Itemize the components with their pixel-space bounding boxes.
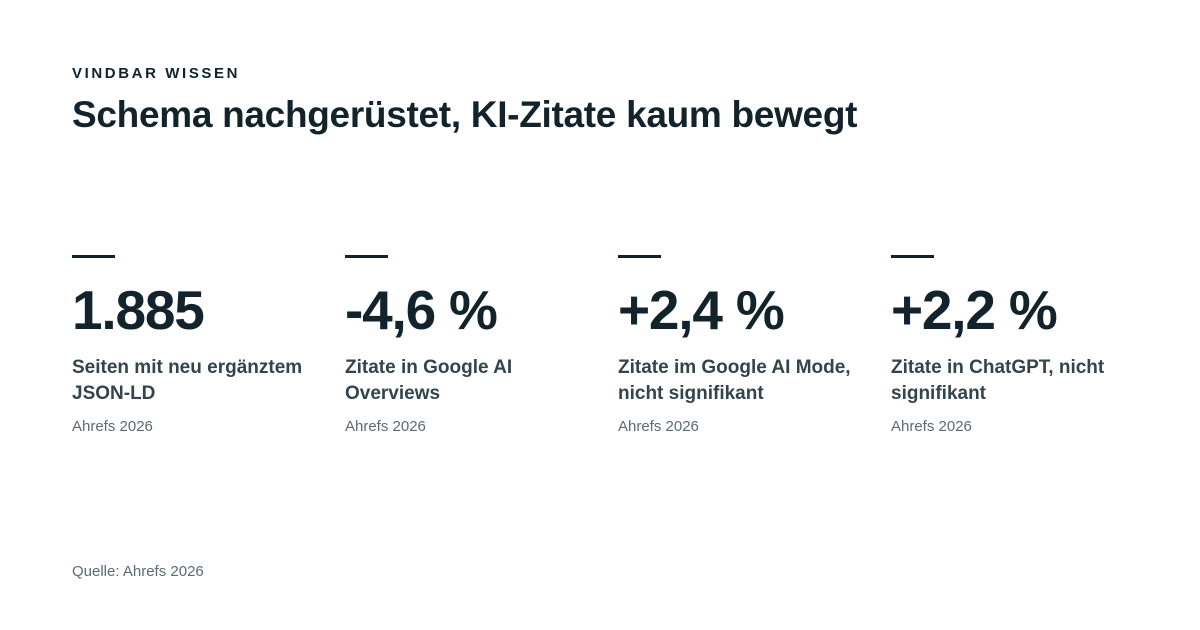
stat-label: Zitate im Google AI Mode, nicht signifik… [618,357,851,404]
brand-eyebrow: VINDBAR WISSEN [72,65,241,82]
stat-divider [891,255,934,258]
stat-value: +2,4 % [618,279,785,341]
stat-card-chatgpt: +2,2 % Zitate in ChatGPT, nicht signifik… [891,255,1164,437]
stat-source: Ahrefs 2026 [345,418,426,435]
footer-source: Quelle: Ahrefs 2026 [72,563,204,580]
stat-divider [618,255,661,258]
stat-source: Ahrefs 2026 [891,418,972,435]
stat-label: Zitate in Google AI Overviews [345,357,513,404]
stat-divider [345,255,388,258]
stat-card-pages: 1.885 Seiten mit neu ergänztem JSON-LD A… [72,255,345,437]
page-title: Schema nachgerüstet, KI-Zitate kaum bewe… [72,94,858,135]
stat-card-ai-mode: +2,4 % Zitate im Google AI Mode, nicht s… [618,255,891,437]
stats-row: 1.885 Seiten mit neu ergänztem JSON-LD A… [72,255,1164,437]
stat-source: Ahrefs 2026 [618,418,699,435]
stat-label: Seiten mit neu ergänztem JSON-LD [72,357,303,404]
stat-label: Zitate in ChatGPT, nicht signifikant [891,357,1105,404]
stat-value: +2,2 % [891,279,1058,341]
stat-value: 1.885 [72,279,205,341]
stat-divider [72,255,115,258]
stat-value: -4,6 % [345,279,498,341]
stat-source: Ahrefs 2026 [72,418,153,435]
stat-card-ai-overviews: -4,6 % Zitate in Google AI Overviews Ahr… [345,255,618,437]
